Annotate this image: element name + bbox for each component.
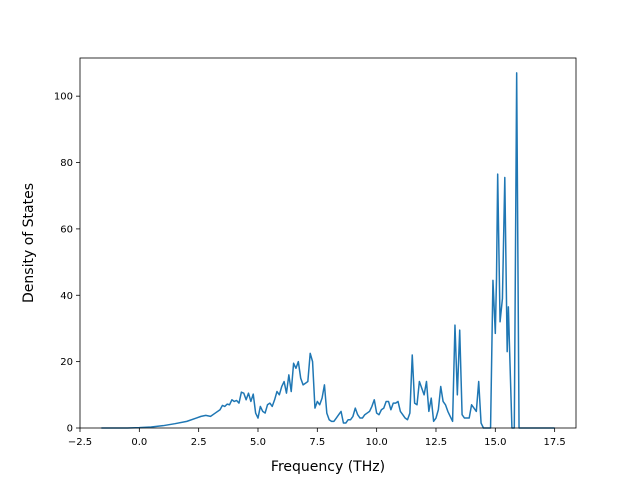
x-tick-label: 10.0 xyxy=(366,437,388,448)
y-tick-label: 20 xyxy=(60,357,73,368)
y-tick-label: 60 xyxy=(60,224,73,235)
x-tick-label: 2.5 xyxy=(191,437,207,448)
y-axis-label: Density of States xyxy=(21,183,37,303)
y-tick-label: 0 xyxy=(67,424,73,435)
plot-frame xyxy=(79,57,577,429)
dos-series-line xyxy=(101,72,555,429)
x-tick-label: 0.0 xyxy=(131,437,147,448)
x-tick-label: −2.5 xyxy=(68,437,92,448)
x-tick-label: 5.0 xyxy=(250,437,266,448)
x-axis-label: Frequency (THz) xyxy=(271,459,385,475)
x-tick-label: 7.5 xyxy=(309,437,325,448)
x-tick-label: 12.5 xyxy=(425,437,447,448)
x-axis-ticks: −2.5 0.0 2.5 5.0 7.5 10.0 12.5 15.0 17.5 xyxy=(68,428,566,448)
y-tick-label: 80 xyxy=(60,158,73,169)
y-tick-label: 100 xyxy=(54,92,73,103)
x-tick-label: 17.5 xyxy=(544,437,566,448)
x-tick-label: 15.0 xyxy=(484,437,506,448)
y-tick-label: 40 xyxy=(60,291,73,302)
y-axis-ticks: 0 20 40 60 80 100 xyxy=(54,92,80,435)
